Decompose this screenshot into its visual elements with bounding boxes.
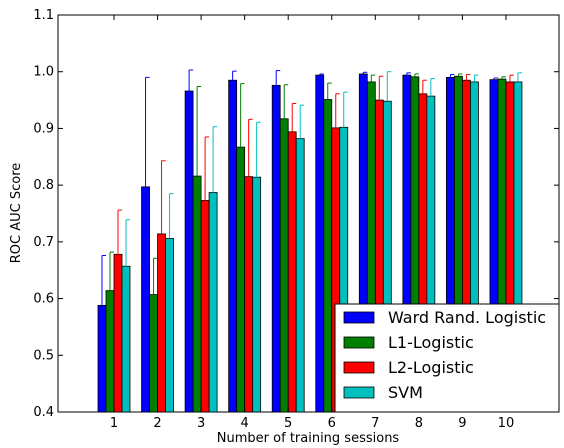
x-tick-label: 6 <box>328 416 336 431</box>
error-bars-group <box>101 69 522 306</box>
bar <box>192 175 202 413</box>
x-tick-label: 7 <box>371 416 379 431</box>
legend-label: L1-Logistic <box>388 333 474 352</box>
bar <box>279 118 289 413</box>
bar <box>105 290 115 413</box>
bar <box>228 79 238 413</box>
x-axis-label: Number of training sessions <box>217 431 400 446</box>
y-tick-label: 0.6 <box>33 292 54 307</box>
legend-label: Ward Rand. Logistic <box>388 308 546 327</box>
bar <box>295 138 305 413</box>
bar <box>271 84 281 413</box>
bar <box>157 233 166 413</box>
x-tick-label: 4 <box>241 416 249 431</box>
bar <box>97 304 107 413</box>
bar <box>323 99 333 413</box>
bar <box>149 294 158 413</box>
x-tick-label: 3 <box>197 416 205 431</box>
legend-swatch <box>343 336 375 349</box>
legend-swatch <box>343 361 375 374</box>
y-tick-label: 0.5 <box>33 348 54 363</box>
legend-label: SVM <box>388 383 423 402</box>
bar <box>252 176 262 413</box>
y-tick-label: 1.0 <box>33 65 54 80</box>
bar <box>208 192 218 413</box>
y-axis: 0.4 0.5 0.6 0.7 0.8 0.9 1.0 1.1 <box>33 8 559 420</box>
bar <box>165 238 174 413</box>
legend: Ward Rand. Logistic L1-Logistic L2-Logisti… <box>334 303 560 413</box>
y-tick-label: 0.8 <box>33 178 54 193</box>
bar <box>113 253 123 413</box>
plot-area: 0.4 0.5 0.6 0.7 0.8 0.9 1.0 1.1 1 2 3 4 5 6 7 8 9 10 <box>33 8 560 431</box>
y-tick-label: 1.1 <box>33 8 54 23</box>
bar <box>244 176 254 413</box>
bar <box>141 186 150 413</box>
y-tick-label: 0.9 <box>33 121 54 136</box>
legend-swatch <box>343 386 375 399</box>
y-tick-label: 0.4 <box>33 405 54 420</box>
bar <box>315 74 325 413</box>
x-tick-label: 10 <box>498 416 515 431</box>
x-tick-label: 1 <box>110 416 118 431</box>
x-tick-label: 5 <box>284 416 292 431</box>
legend-label: L2-Logistic <box>388 358 474 377</box>
y-axis-label: ROC AUC Score <box>9 163 24 264</box>
bar <box>236 146 246 413</box>
bar <box>287 131 297 413</box>
bar <box>200 200 210 413</box>
bar <box>184 90 194 413</box>
x-tick-label: 8 <box>415 416 423 431</box>
y-tick-label: 0.7 <box>33 235 54 250</box>
legend-swatch <box>343 311 375 324</box>
x-tick-label: 9 <box>458 416 466 431</box>
bars-group <box>97 73 523 413</box>
x-tick-label: 2 <box>153 416 161 431</box>
bar <box>121 265 131 413</box>
